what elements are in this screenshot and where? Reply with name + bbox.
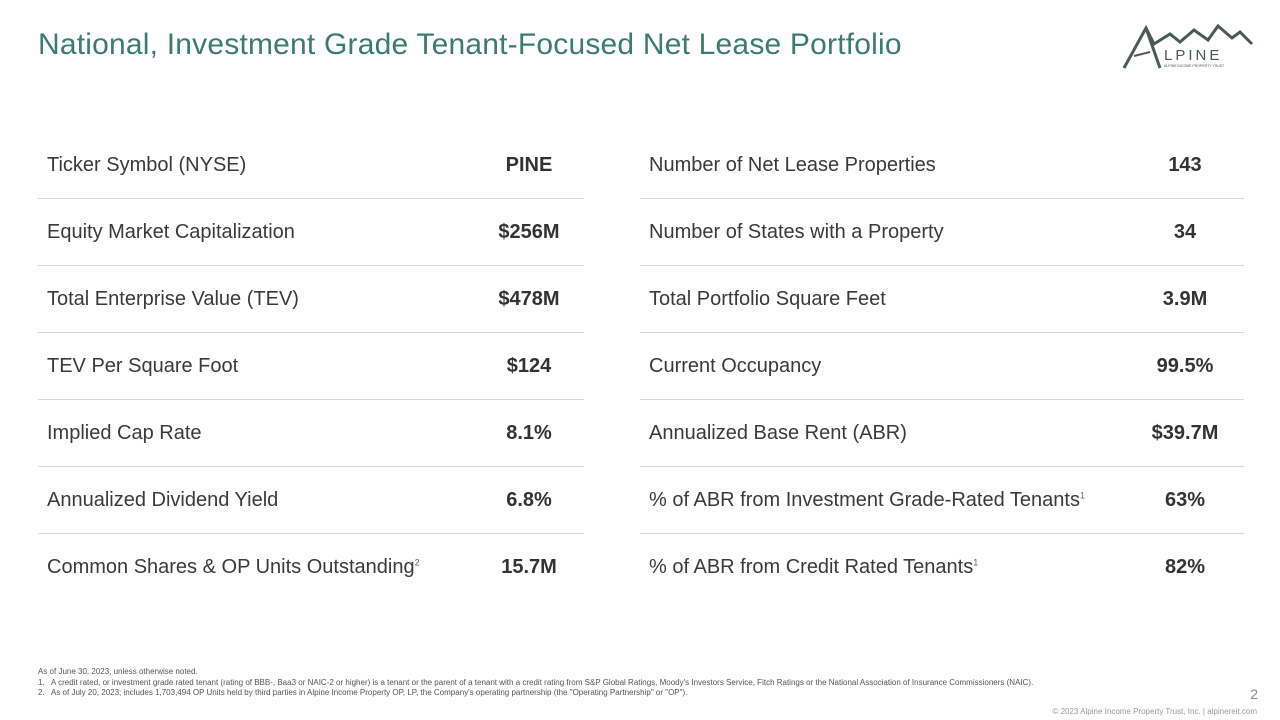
left-metrics-table: Ticker Symbol (NYSE) PINE Equity Market C… — [38, 132, 584, 601]
page-title: National, Investment Grade Tenant-Focuse… — [38, 28, 902, 61]
table-row: Current Occupancy 99.5% — [640, 333, 1244, 400]
footnote-marker: 1 — [973, 557, 979, 568]
table-row: Equity Market Capitalization $256M — [38, 199, 584, 266]
table-row: Ticker Symbol (NYSE) PINE — [38, 132, 584, 199]
page-number: 2 — [1250, 686, 1258, 702]
metric-value: 15.7M — [501, 556, 557, 578]
metric-label: Ticker Symbol (NYSE) — [47, 153, 247, 176]
footnote-text: As of July 20, 2023; includes 1,703,494 … — [51, 688, 688, 697]
svg-text:ALPINE INCOME PROPERTY TRUST: ALPINE INCOME PROPERTY TRUST — [1164, 64, 1225, 68]
table-row: Total Enterprise Value (TEV) $478M — [38, 266, 584, 333]
footnote: 2. As of July 20, 2023; includes 1,703,49… — [38, 688, 1033, 699]
metric-value: $478M — [498, 287, 560, 310]
metric-value: PINE — [505, 153, 553, 176]
metric-value: 63% — [1164, 488, 1206, 511]
footnote-intro: As of June 30, 2023, unless otherwise no… — [38, 667, 198, 676]
metric-label: Total Portfolio Square Feet — [649, 287, 886, 310]
label-text: Common Shares & OP Units Outstanding — [47, 556, 415, 578]
metric-value: 99.5% — [1156, 354, 1214, 377]
metric-value: 143 — [1168, 153, 1202, 176]
table-row: TEV Per Square Foot $124 — [38, 333, 584, 400]
metric-label: Annualized Base Rent (ABR) — [649, 421, 907, 444]
table-row: % of ABR from Credit Rated Tenants1 82% — [640, 534, 1244, 601]
alpine-logo: LPINE ALPINE INCOME PROPERTY TRUST — [1122, 23, 1254, 69]
right-metrics-table: Number of Net Lease Properties 143 Number… — [640, 132, 1244, 601]
metric-value: 6.8% — [506, 488, 552, 511]
footnote-number: 2. — [38, 688, 45, 697]
table-row: Common Shares & OP Units Outstanding2 15.… — [38, 534, 584, 601]
footnote-number: 1. — [38, 677, 45, 687]
metric-label: Total Enterprise Value (TEV) — [47, 287, 299, 310]
footnote-text: A credit rated, or investment grade rate… — [51, 677, 1034, 687]
table-row: Number of States with a Property 34 — [640, 199, 1244, 266]
metric-label: Equity Market Capitalization — [47, 220, 295, 243]
svg-text:LPINE: LPINE — [1164, 47, 1222, 64]
metric-value: $124 — [506, 354, 552, 377]
metric-label: TEV Per Square Foot — [47, 354, 239, 377]
table-row: Annualized Dividend Yield 6.8% — [38, 467, 584, 534]
metric-value: $256M — [498, 220, 560, 243]
metric-value: 34 — [1173, 220, 1197, 243]
metric-label: Number of Net Lease Properties — [649, 153, 936, 176]
footer-copyright: © 2023 Alpine Income Property Trust, Inc… — [1052, 707, 1257, 716]
metric-label: % of ABR from Investment Grade-Rated Ten… — [640, 489, 1126, 512]
metric-label: Annualized Dividend Yield — [47, 488, 279, 511]
metric-label: Current Occupancy — [649, 354, 822, 377]
metric-label: Implied Cap Rate — [47, 421, 202, 444]
table-row: % of ABR from Investment Grade-Rated Ten… — [640, 467, 1244, 534]
metric-label: Number of States with a Property — [649, 220, 944, 243]
metric-value: 3.9M — [1162, 287, 1208, 310]
footnote: 1. A credit rated, or investment grade ra… — [38, 678, 1033, 689]
metric-value: 82% — [1164, 556, 1206, 578]
label-text: % of ABR from Credit Rated Tenants — [649, 556, 974, 578]
metric-label: Common Shares & OP Units Outstanding2 — [38, 556, 474, 579]
metric-value: 8.1% — [506, 421, 552, 444]
footnote-marker: 1 — [1079, 489, 1085, 500]
table-row: Total Portfolio Square Feet 3.9M — [640, 266, 1244, 333]
metric-value: $39.7M — [1151, 421, 1219, 444]
metric-label: % of ABR from Credit Rated Tenants1 — [640, 556, 1126, 579]
label-text: % of ABR from Investment Grade-Rated Ten… — [649, 488, 1080, 511]
table-row: Implied Cap Rate 8.1% — [38, 400, 584, 467]
table-row: Annualized Base Rent (ABR) $39.7M — [640, 400, 1244, 467]
footnote-marker: 2 — [414, 557, 420, 568]
table-row: Number of Net Lease Properties 143 — [640, 132, 1244, 199]
footnotes: As of June 30, 2023, unless otherwise no… — [38, 667, 1033, 699]
